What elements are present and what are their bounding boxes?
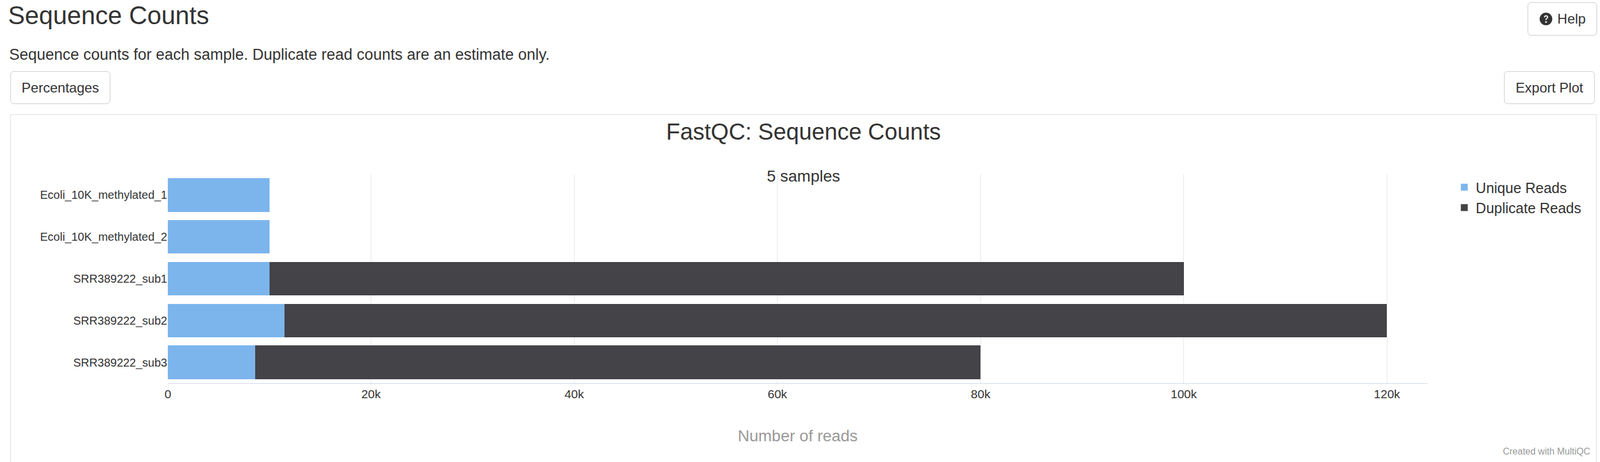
svg-text:SRR389222_sub2: SRR389222_sub2 bbox=[73, 314, 168, 328]
svg-text:60k: 60k bbox=[767, 387, 788, 401]
svg-text:120k: 120k bbox=[1374, 387, 1401, 401]
svg-text:SRR389222_sub3: SRR389222_sub3 bbox=[73, 356, 168, 370]
svg-text:Ecoli_10K_methylated_1: Ecoli_10K_methylated_1 bbox=[40, 188, 168, 202]
svg-text:Ecoli_10K_methylated_2: Ecoli_10K_methylated_2 bbox=[40, 230, 168, 244]
svg-text:Duplicate Reads: Duplicate Reads bbox=[1475, 200, 1582, 217]
html-text:Percentages: Percentages bbox=[21, 79, 100, 96]
svg-text:100k: 100k bbox=[1170, 387, 1198, 401]
svg-text:80k: 80k bbox=[970, 387, 991, 401]
html-text:Help: Help bbox=[1557, 10, 1586, 27]
svg-text:Number of reads: Number of reads bbox=[737, 427, 859, 445]
svg-text:5 samples: 5 samples bbox=[766, 167, 841, 186]
svg-text:20k: 20k bbox=[361, 387, 382, 401]
svg-text:FastQC: Sequence Counts: FastQC: Sequence Counts bbox=[666, 118, 941, 145]
html-text:Sequence Counts: Sequence Counts bbox=[8, 1, 210, 30]
html-text:Sequence counts for each sampl: Sequence counts for each sample. Duplica… bbox=[9, 45, 550, 64]
svg-text:0: 0 bbox=[164, 387, 172, 401]
svg-text:SRR389222_sub1: SRR389222_sub1 bbox=[73, 272, 168, 286]
html-text:Created with MultiQC: Created with MultiQC bbox=[1502, 446, 1591, 457]
svg-text:40k: 40k bbox=[564, 387, 584, 401]
svg-text:Unique Reads: Unique Reads bbox=[1475, 179, 1567, 196]
html-text:Export Plot: Export Plot bbox=[1515, 79, 1584, 96]
